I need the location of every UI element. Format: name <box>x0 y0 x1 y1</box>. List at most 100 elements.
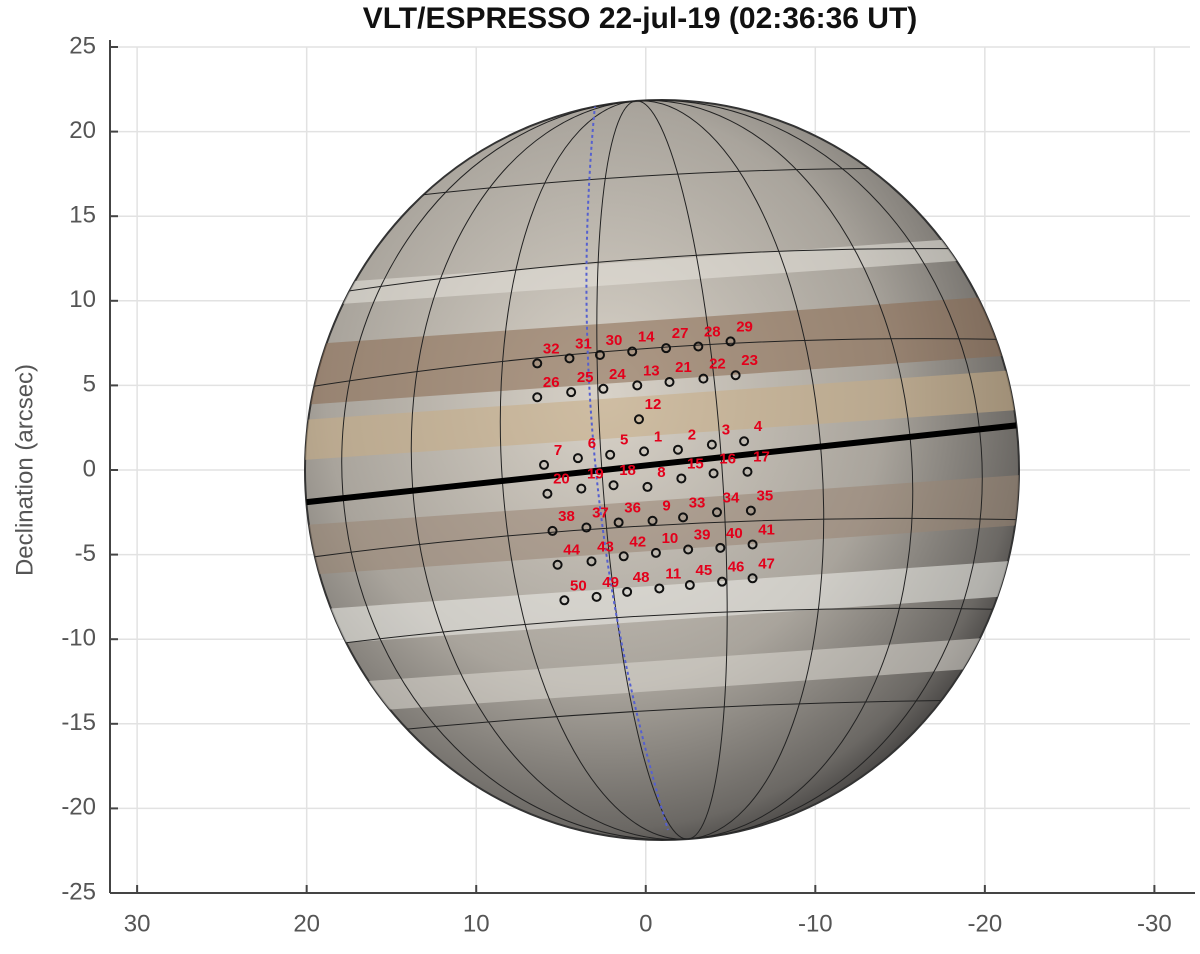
point-label: 17 <box>753 449 770 466</box>
point-label: 40 <box>726 525 743 542</box>
point-label: 9 <box>662 498 670 515</box>
point <box>572 453 583 464</box>
point <box>532 392 543 403</box>
y-tick-label: 0 <box>83 455 96 482</box>
point <box>618 551 629 562</box>
point <box>633 414 644 425</box>
point-label: 46 <box>728 559 745 576</box>
point <box>742 466 753 477</box>
point <box>647 515 658 526</box>
point <box>661 343 672 354</box>
point <box>622 586 633 597</box>
y-tick-label: -10 <box>61 625 96 652</box>
x-tick-label: 20 <box>293 910 320 937</box>
point <box>711 507 722 518</box>
point <box>693 341 704 352</box>
point-label: 14 <box>638 329 655 346</box>
planet <box>304 99 1020 841</box>
point-label: 45 <box>695 562 712 579</box>
x-tick-label: -20 <box>968 910 1003 937</box>
point <box>581 522 592 533</box>
point-label: 22 <box>709 356 726 373</box>
point <box>684 580 695 591</box>
point-label: 32 <box>543 340 560 357</box>
point-label: 33 <box>689 494 706 511</box>
point <box>639 446 650 457</box>
y-tick-label: -25 <box>61 878 96 905</box>
point <box>717 576 728 587</box>
point <box>566 387 577 398</box>
point <box>564 353 575 364</box>
point <box>627 346 638 357</box>
point-label: 44 <box>563 542 580 559</box>
y-tick-label: -20 <box>61 794 96 821</box>
point-label: 1 <box>654 428 662 445</box>
point-label: 24 <box>609 366 626 383</box>
y-tick-label: 5 <box>83 371 96 398</box>
point-label: 25 <box>577 369 594 386</box>
y-tick-label: -5 <box>75 540 96 567</box>
point-label: 42 <box>629 533 646 550</box>
point-label: 27 <box>672 325 689 342</box>
point <box>747 573 758 584</box>
point <box>739 436 750 447</box>
x-tick-label: 0 <box>639 910 652 937</box>
point-label: 18 <box>619 462 636 479</box>
point <box>542 488 553 499</box>
point-label: 41 <box>758 521 775 538</box>
point <box>676 473 687 484</box>
point <box>747 539 758 550</box>
point-label: 10 <box>662 530 679 547</box>
y-tick-label: 25 <box>69 32 96 59</box>
point <box>632 380 643 391</box>
point <box>672 444 683 455</box>
chart-title: VLT/ESPRESSO 22-jul-19 (02:36:36 UT) <box>363 2 918 35</box>
point <box>576 483 587 494</box>
point <box>745 505 756 516</box>
point <box>725 336 736 347</box>
point-label: 30 <box>606 332 623 349</box>
point-label: 8 <box>657 464 665 481</box>
point-label: 5 <box>620 432 628 449</box>
point <box>532 358 543 369</box>
point-label: 39 <box>694 526 711 543</box>
point-label: 4 <box>754 418 763 435</box>
point <box>654 583 665 594</box>
point-label: 2 <box>688 427 696 444</box>
point-label: 20 <box>553 471 570 488</box>
point <box>586 556 597 567</box>
point-label: 49 <box>602 574 619 591</box>
y-tick-label: -15 <box>61 709 96 736</box>
point-label: 43 <box>597 538 614 555</box>
point-label: 28 <box>704 323 721 340</box>
x-tick-label: 30 <box>124 910 151 937</box>
point <box>552 559 563 570</box>
x-tick-label: -30 <box>1137 910 1172 937</box>
point <box>678 512 689 523</box>
point-label: 3 <box>722 422 730 439</box>
point-label: 15 <box>687 455 704 472</box>
x-tick-label: -10 <box>798 910 833 937</box>
point-label: 16 <box>719 450 736 467</box>
point-label: 36 <box>624 499 641 516</box>
point <box>706 439 717 450</box>
point <box>650 547 661 558</box>
point <box>594 349 605 360</box>
x-tick-label: 10 <box>463 910 490 937</box>
point <box>698 373 709 384</box>
point <box>608 480 619 491</box>
point <box>664 377 675 388</box>
point-label: 11 <box>665 565 681 582</box>
point-label: 13 <box>643 362 660 379</box>
point <box>605 449 616 460</box>
point <box>591 591 602 602</box>
y-tick-label: 20 <box>69 117 96 144</box>
point-label: 47 <box>758 555 775 572</box>
point-label: 35 <box>757 488 774 505</box>
point-label: 21 <box>675 359 692 376</box>
y-tick-label: 15 <box>69 202 96 229</box>
point-label: 50 <box>570 577 587 594</box>
point-label: 19 <box>587 466 604 483</box>
point <box>708 468 719 479</box>
